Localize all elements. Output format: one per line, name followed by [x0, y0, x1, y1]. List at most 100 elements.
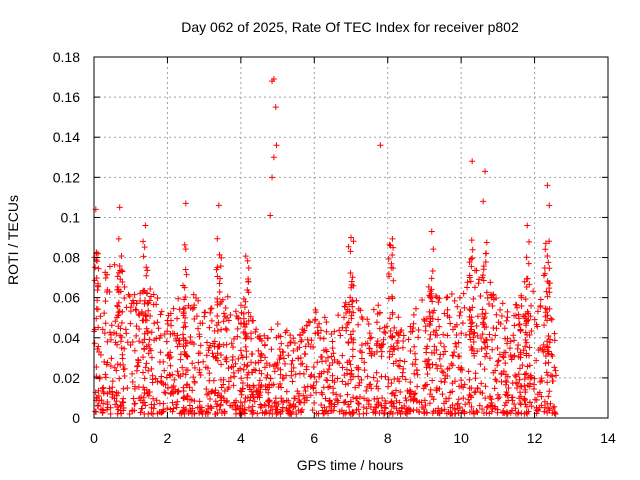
data-point [234, 325, 241, 332]
data-point [486, 331, 493, 338]
data-point [478, 346, 485, 353]
data-point [356, 379, 363, 386]
data-point [104, 359, 111, 366]
data-point [517, 349, 524, 356]
data-point [97, 313, 104, 320]
data-point [329, 345, 336, 352]
data-point [116, 204, 123, 211]
data-point [444, 365, 451, 372]
y-tick-label: 0.14 [53, 129, 80, 145]
data-point [109, 378, 116, 385]
data-point [508, 407, 515, 414]
data-point [426, 400, 433, 407]
data-point [397, 357, 404, 364]
data-point [95, 402, 102, 409]
data-point [304, 336, 311, 343]
data-point [476, 276, 483, 283]
data-point [470, 338, 477, 345]
data-point [491, 385, 498, 392]
data-point [544, 338, 551, 345]
data-point [127, 320, 134, 327]
data-point [168, 384, 175, 391]
data-point [195, 325, 202, 332]
data-point [291, 395, 298, 402]
data-point [438, 378, 445, 385]
data-point [200, 358, 207, 365]
data-point [456, 383, 463, 390]
data-point [454, 400, 461, 407]
data-point [257, 404, 264, 411]
data-point [222, 304, 229, 311]
data-point [212, 387, 219, 394]
data-point [508, 394, 515, 401]
data-point [520, 347, 527, 354]
data-point [494, 358, 501, 365]
data-point [102, 298, 109, 305]
data-point [410, 311, 417, 318]
data-point [468, 237, 475, 244]
data-point [342, 299, 349, 306]
data-point [178, 409, 185, 416]
data-point [336, 327, 343, 334]
data-point [326, 397, 333, 404]
data-point [323, 319, 330, 326]
points-layer [91, 76, 560, 417]
data-point [525, 316, 532, 323]
data-point [307, 319, 314, 326]
data-point [269, 404, 276, 411]
data-point [93, 275, 100, 282]
data-point [100, 400, 107, 407]
data-point [521, 382, 528, 389]
data-point [100, 388, 107, 395]
data-point [391, 403, 398, 410]
data-point [339, 364, 346, 371]
data-point [435, 316, 442, 323]
data-point [507, 338, 514, 345]
data-point [388, 408, 395, 415]
data-point [271, 368, 278, 375]
data-point [138, 405, 145, 412]
data-point [255, 390, 262, 397]
data-point [212, 354, 219, 361]
data-point [387, 328, 394, 335]
data-point [174, 398, 181, 405]
data-point [543, 288, 550, 295]
data-point [389, 351, 396, 358]
data-point [401, 402, 408, 409]
data-point [140, 384, 147, 391]
data-point [114, 283, 121, 290]
data-point [382, 373, 389, 380]
data-point [157, 349, 164, 356]
data-point [121, 372, 128, 379]
data-point [481, 314, 488, 321]
data-point [265, 402, 272, 409]
data-point [430, 396, 437, 403]
data-point [215, 390, 222, 397]
data-point [107, 410, 114, 417]
data-point [452, 340, 459, 347]
data-point [320, 335, 327, 342]
data-point [144, 330, 151, 337]
data-point [471, 284, 478, 291]
data-point [95, 387, 102, 394]
data-point [511, 322, 518, 329]
data-point [163, 374, 170, 381]
data-point [378, 353, 385, 360]
data-point [409, 328, 416, 335]
data-point [232, 402, 239, 409]
data-point [196, 331, 203, 338]
x-axis-label: GPS time / hours [297, 457, 404, 473]
data-point [545, 405, 552, 412]
data-point [205, 409, 212, 416]
data-point [344, 320, 351, 327]
data-point [356, 401, 363, 408]
data-point [437, 340, 444, 347]
data-point [508, 356, 515, 363]
data-point [526, 362, 533, 369]
data-point [297, 332, 304, 339]
data-point [291, 339, 298, 346]
data-point [552, 410, 559, 417]
data-point [345, 319, 352, 326]
data-point [415, 327, 422, 334]
